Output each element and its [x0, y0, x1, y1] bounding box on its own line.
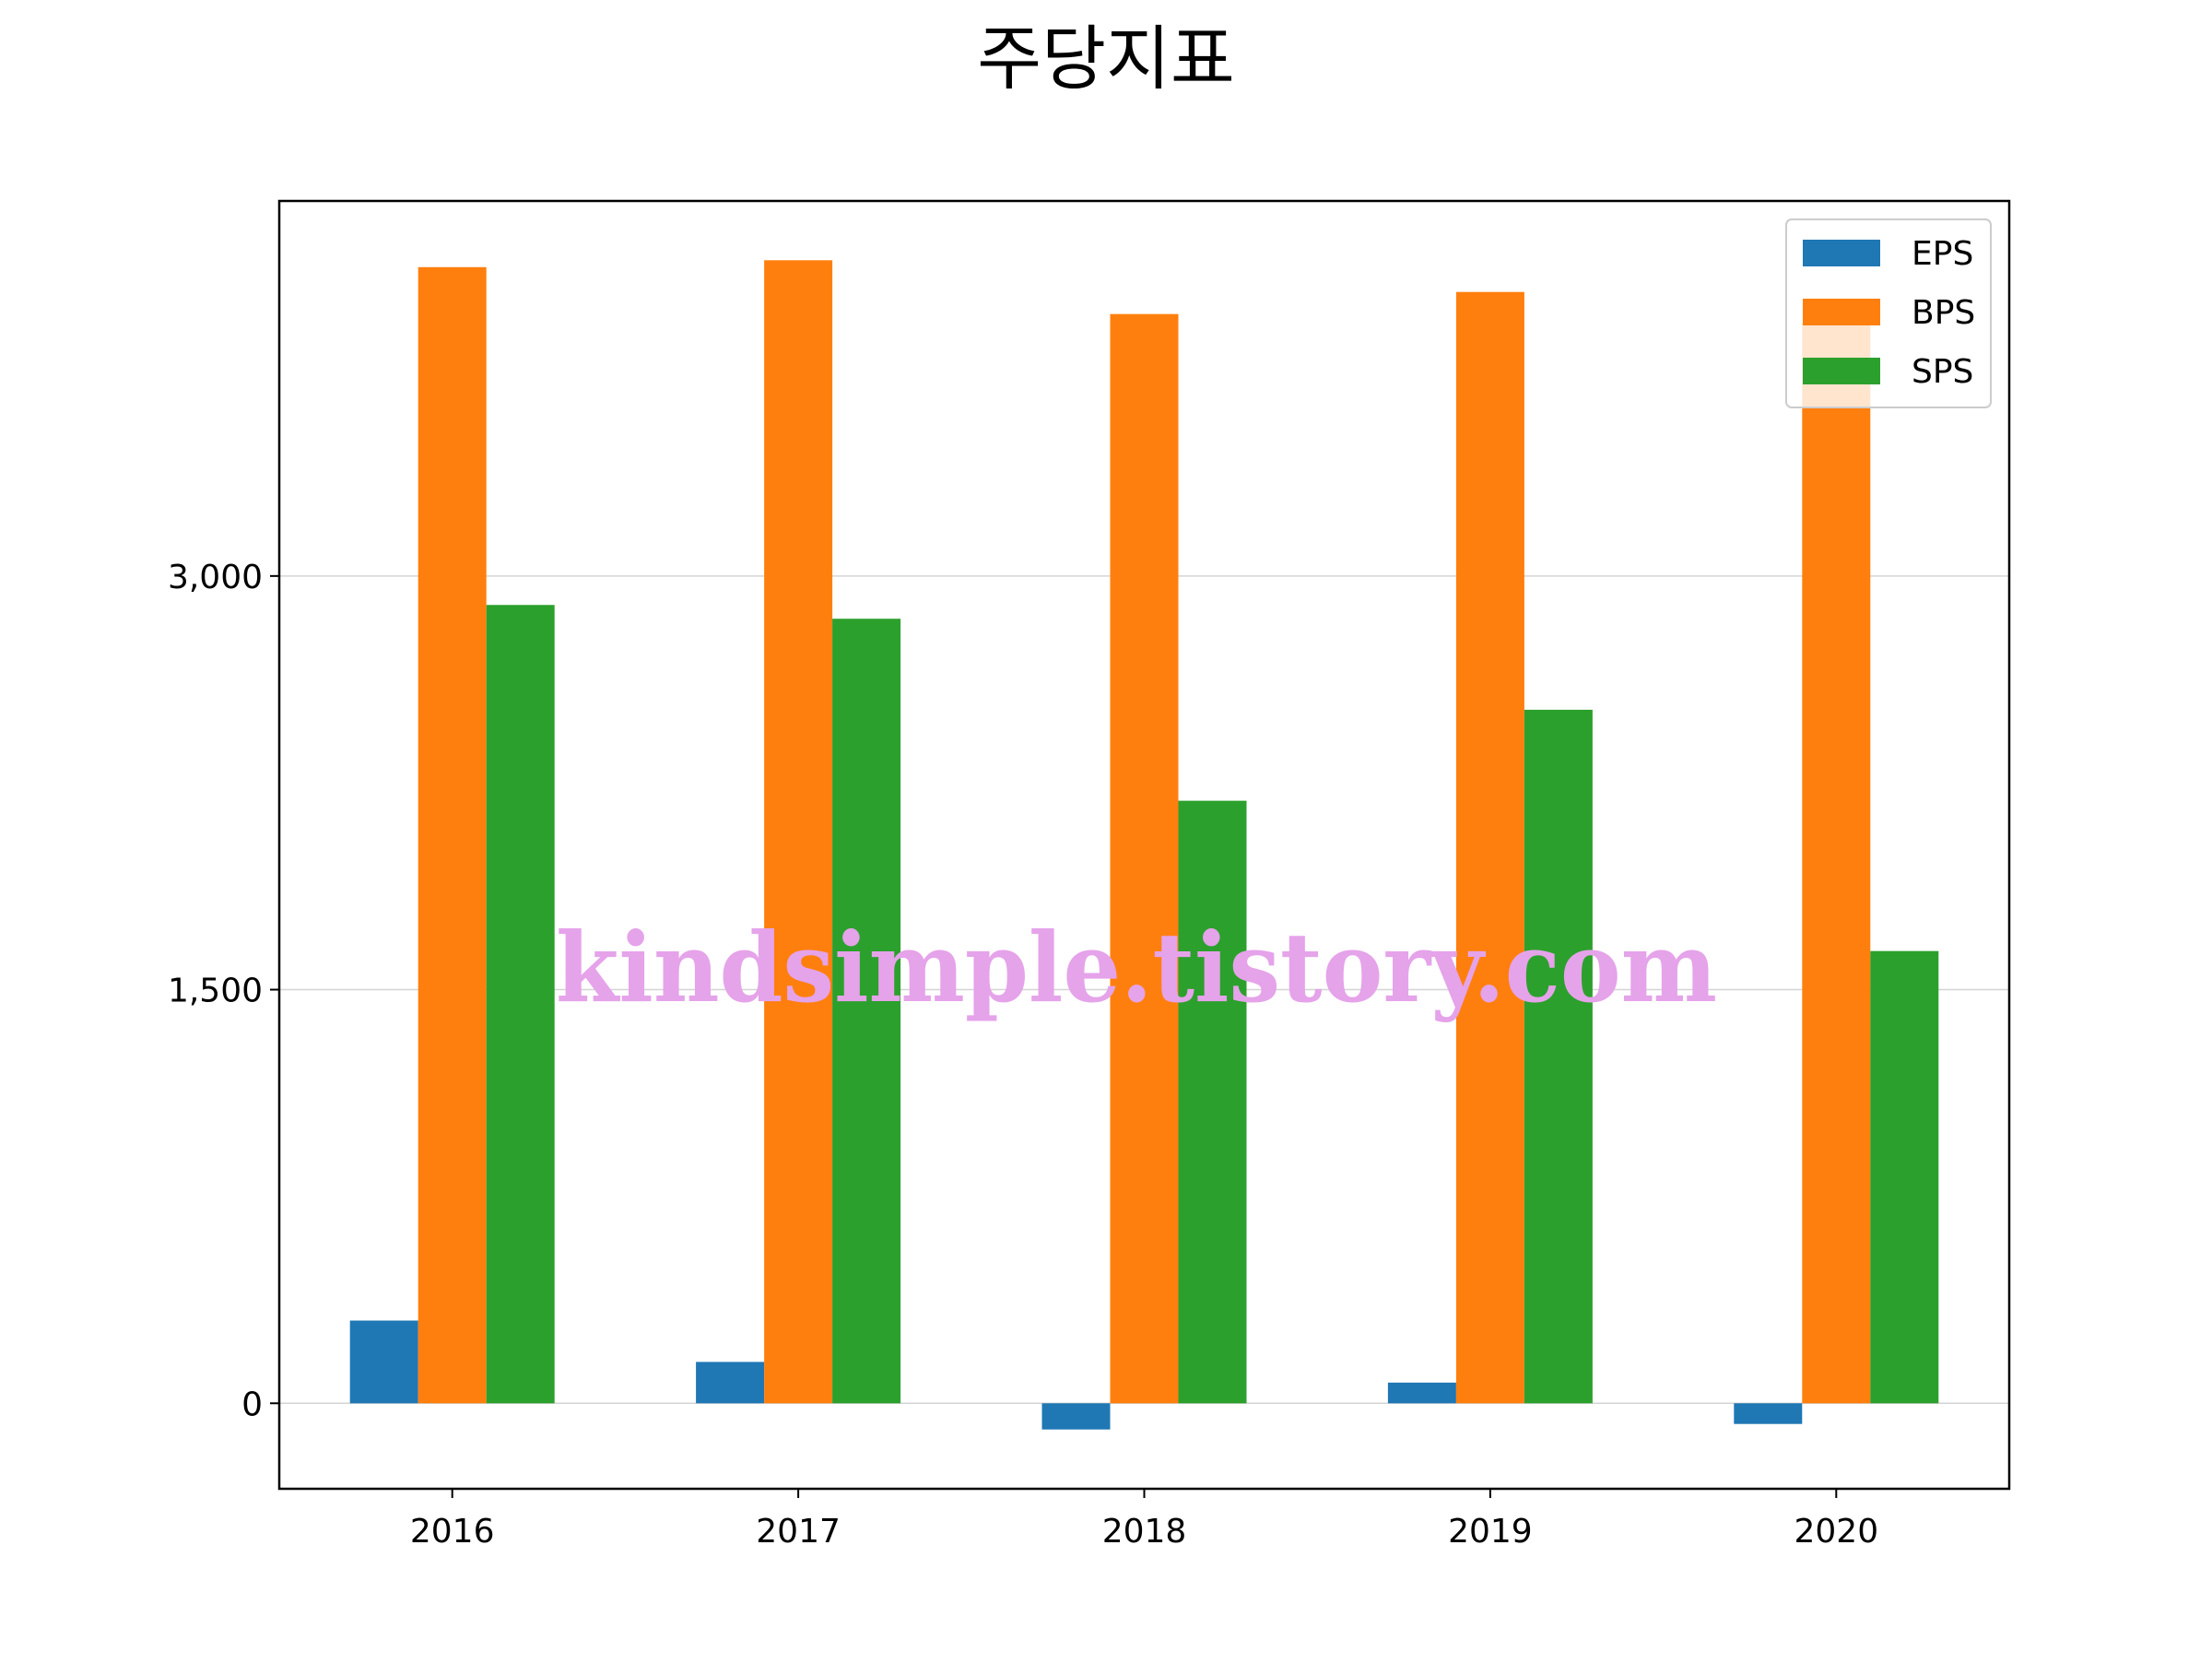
bar-marks — [349, 260, 1939, 1430]
bar-eps-2018 — [1041, 1403, 1111, 1430]
chart-title: 주당지표 — [977, 18, 1235, 100]
legend: EPS BPS SPS — [1785, 218, 1992, 408]
legend-label-sps: SPS — [1912, 353, 1973, 391]
x-tick-label: 2020 — [1794, 1513, 1878, 1551]
bar-sps-2017 — [832, 619, 901, 1404]
x-tick-label: 2017 — [756, 1513, 841, 1551]
bar-eps-2019 — [1387, 1382, 1456, 1404]
y-tick-label: 0 — [241, 1386, 263, 1423]
legend-label-eps: EPS — [1912, 235, 1973, 273]
bar-eps-2020 — [1734, 1403, 1803, 1424]
x-tick-label: 2018 — [1102, 1513, 1187, 1551]
bar-bps-2016 — [418, 266, 487, 1404]
bar-eps-2017 — [696, 1362, 765, 1404]
bar-sps-2016 — [486, 605, 555, 1404]
x-tick-label: 2016 — [410, 1513, 495, 1551]
bar-bps-2018 — [1110, 313, 1179, 1404]
legend-swatch-bps — [1803, 299, 1880, 325]
bar-bps-2017 — [764, 260, 833, 1404]
bar-eps-2016 — [349, 1320, 418, 1404]
x-tick-label: 2019 — [1448, 1513, 1533, 1551]
bar-sps-2019 — [1524, 709, 1593, 1404]
bar-sps-2018 — [1178, 800, 1247, 1404]
legend-label-bps: BPS — [1912, 294, 1975, 332]
watermark-text: kindsimple.tistory.com — [556, 911, 1717, 1024]
bar-bps-2020 — [1802, 322, 1871, 1404]
y-tick-label: 3,000 — [168, 559, 263, 596]
legend-swatch-sps — [1803, 358, 1880, 384]
tick-labels: 0 1,500 3,000 2016 2017 2018 2019 2020 — [168, 559, 1878, 1551]
legend-swatch-eps — [1803, 240, 1880, 266]
bar-bps-2019 — [1455, 291, 1524, 1404]
axes — [270, 199, 2011, 1498]
y-tick-label: 1,500 — [168, 973, 263, 1010]
bar-sps-2020 — [1870, 950, 1939, 1404]
